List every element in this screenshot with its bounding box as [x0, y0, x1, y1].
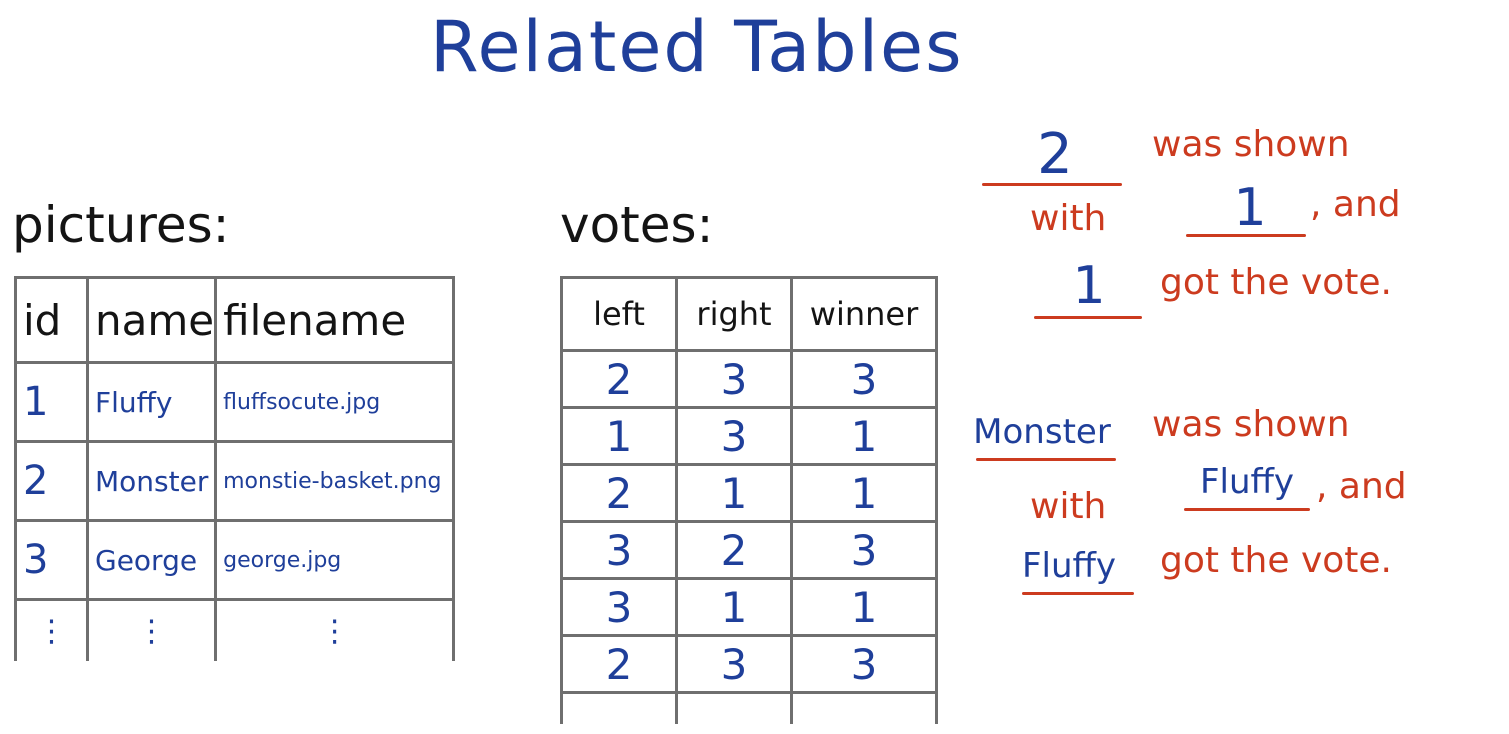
- pictures-table-label: pictures:: [12, 196, 230, 254]
- note2-text: with: [1030, 486, 1107, 527]
- column-header: filename: [214, 276, 456, 364]
- table-cell: 2: [560, 634, 678, 694]
- note1-underline-2: [1186, 234, 1306, 237]
- table-cell: 1: [14, 361, 89, 443]
- table-row: 1 3 1: [560, 406, 938, 466]
- table-row: 2 3 3: [560, 349, 938, 409]
- note2-underline-2: [1184, 508, 1310, 511]
- note1-blank-right: 1: [1233, 178, 1267, 238]
- table-row: 1 Fluffy fluffsocute.jpg: [14, 361, 456, 443]
- note2-blank-right: Fluffy: [1199, 462, 1295, 502]
- table-continuation-row: ⋮ ⋮ ⋮: [14, 598, 456, 661]
- column-header: id: [14, 276, 89, 364]
- column-header: winner: [790, 276, 938, 352]
- note2-blank-left: Monster: [973, 412, 1111, 452]
- note1-text: got the vote.: [1160, 262, 1392, 303]
- table-cell: 3: [675, 634, 793, 694]
- table-row: 3 George george.jpg: [14, 519, 456, 601]
- table-cell: 1: [675, 463, 793, 523]
- table-cell: 2: [560, 349, 678, 409]
- table-cell: 3: [790, 349, 938, 409]
- table-cell: 3: [560, 577, 678, 637]
- table-cell: Monster: [85, 440, 218, 522]
- note1-text: with: [1030, 198, 1107, 239]
- table-cell: 3: [675, 349, 793, 409]
- note1-blank-winner: 1: [1072, 256, 1106, 316]
- table-continuation-row: [560, 691, 938, 724]
- table-cell: Fluffy: [85, 361, 218, 443]
- page-title: Related Tables: [430, 6, 964, 88]
- table-cell: 3: [560, 520, 678, 580]
- pictures-table: id name filename 1 Fluffy fluffsocute.jp…: [14, 276, 456, 661]
- column-header: right: [675, 276, 793, 352]
- table-row: 2 Monster monstie-basket.png: [14, 440, 456, 522]
- note2-underline-1: [976, 458, 1116, 461]
- table-cell: [790, 691, 938, 724]
- note2-underline-3: [1022, 592, 1134, 595]
- continuation-ellipsis: ⋮: [85, 598, 218, 661]
- table-cell: 1: [560, 406, 678, 466]
- column-header: name: [85, 276, 218, 364]
- table-header-row: left right winner: [560, 276, 938, 352]
- table-cell: [675, 691, 793, 724]
- table-row: 3 1 1: [560, 577, 938, 637]
- table-cell: 1: [790, 463, 938, 523]
- note1-underline-1: [982, 183, 1122, 186]
- table-cell: George: [85, 519, 218, 601]
- table-cell: monstie-basket.png: [214, 440, 456, 522]
- table-row: 2 3 3: [560, 634, 938, 694]
- note1-blank-left: 2: [1037, 122, 1073, 187]
- note1-text: , and: [1310, 184, 1401, 225]
- column-header: left: [560, 276, 678, 352]
- table-cell: 2: [675, 520, 793, 580]
- note2-blank-winner: Fluffy: [1021, 546, 1117, 586]
- continuation-ellipsis: ⋮: [14, 598, 89, 661]
- table-cell: 3: [14, 519, 89, 601]
- table-row: 2 1 1: [560, 463, 938, 523]
- votes-table-label: votes:: [560, 196, 714, 254]
- note1-text: was shown: [1152, 124, 1350, 165]
- table-cell: 3: [790, 520, 938, 580]
- table-header-row: id name filename: [14, 276, 456, 364]
- table-cell: 1: [675, 577, 793, 637]
- table-cell: 1: [790, 406, 938, 466]
- table-cell: 2: [560, 463, 678, 523]
- table-cell: 3: [790, 634, 938, 694]
- table-cell: 2: [14, 440, 89, 522]
- note2-text: was shown: [1152, 404, 1350, 445]
- note2-text: , and: [1316, 466, 1407, 507]
- table-cell: 1: [790, 577, 938, 637]
- table-cell: 3: [675, 406, 793, 466]
- note1-underline-3: [1034, 316, 1142, 319]
- votes-table: left right winner 2 3 3 1 3 1 2 1 1 3 2 …: [560, 276, 938, 724]
- table-row: 3 2 3: [560, 520, 938, 580]
- table-cell: [560, 691, 678, 724]
- note2-text: got the vote.: [1160, 540, 1392, 581]
- table-cell: george.jpg: [214, 519, 456, 601]
- table-cell: fluffsocute.jpg: [214, 361, 456, 443]
- continuation-ellipsis: ⋮: [214, 598, 456, 661]
